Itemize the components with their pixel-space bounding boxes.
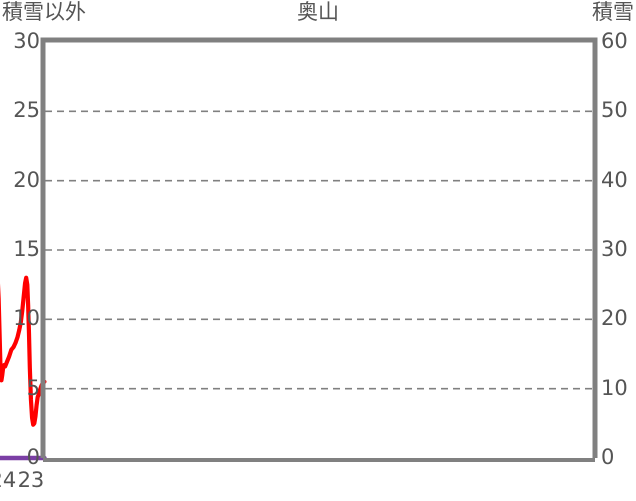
y-axis-tick-right: 60 <box>601 29 628 53</box>
y-axis-tick-left: 25 <box>13 98 40 123</box>
y-axis-tick-left: 0 <box>26 445 40 469</box>
y-axis-tick-left: 10 <box>13 306 40 331</box>
grid-layer <box>45 110 593 390</box>
y-axis-tick-left: 15 <box>13 237 40 261</box>
right-axis-title: 積雪 <box>592 0 634 24</box>
y-axis-tick-right: 40 <box>601 167 628 192</box>
data-line-precipitation <box>0 275 47 427</box>
y-axis-tick-right: 50 <box>601 98 628 123</box>
left-axis-title: 積雪以外 <box>2 0 86 24</box>
y-axis-tick-right: 0 <box>601 445 615 469</box>
y-axis-tick-left: 20 <box>13 167 40 192</box>
x-axis-tick: 25 <box>0 470 5 491</box>
y-axis-tick-right: 30 <box>601 237 628 261</box>
series-layer <box>0 275 47 461</box>
y-axis-tick-right: 20 <box>601 306 628 331</box>
plot-frame <box>40 37 598 462</box>
y-axis-tick-left: 5 <box>26 375 40 400</box>
plot-frame-border <box>40 37 598 458</box>
y-axis-tick-left: 30 <box>13 29 40 53</box>
page-title: 奥山 <box>297 0 339 24</box>
y-axis-tick-right: 10 <box>601 375 628 400</box>
x-axis-tick: 23 <box>17 468 45 492</box>
x-axis-tick: 24 <box>0 468 17 492</box>
